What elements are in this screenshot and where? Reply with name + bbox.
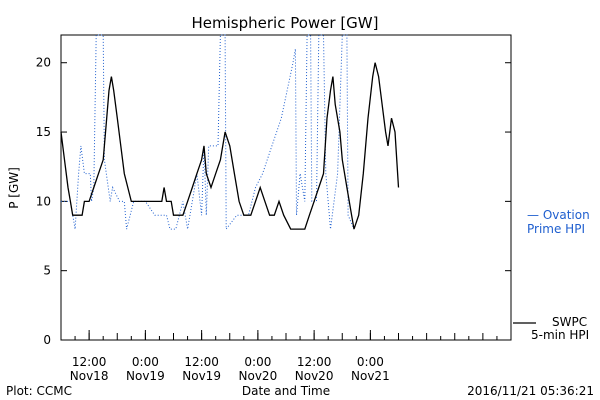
y-tick-label: 15 — [36, 125, 51, 139]
x-tick-label-date: Nov21 — [351, 369, 390, 383]
x-tick-label-date: Nov19 — [126, 369, 165, 383]
series-line-ovation-prime — [61, 34, 355, 231]
x-tick-label-time: 12:00 — [72, 355, 107, 369]
x-tick-label-date: Nov20 — [295, 369, 334, 383]
plot-frame — [60, 34, 512, 341]
legend-ovation-line1: — Ovation — [527, 208, 590, 222]
y-tick-label: 5 — [43, 264, 51, 278]
x-tick-label-date: Nov18 — [70, 369, 109, 383]
legend: — Ovation Prime HPI SWPC 5-min HPI — [513, 208, 590, 342]
legend-swpc-line1: SWPC — [552, 315, 587, 329]
legend-ovation-line2: Prime HPI — [527, 222, 585, 236]
y-tick-label: 20 — [36, 56, 51, 70]
x-tick-label-date: Nov19 — [182, 369, 221, 383]
x-tick-label-time: 12:00 — [297, 355, 332, 369]
x-tick-label-date: Nov20 — [239, 369, 278, 383]
footer-plot-credit: Plot: CCMC — [6, 384, 72, 398]
x-tick-label-time: 0:00 — [244, 355, 271, 369]
x-axis-label: Date and Time — [242, 384, 330, 398]
x-axis: 12:00Nov180:00Nov1912:00Nov190:00Nov2012… — [60, 330, 512, 383]
y-tick-label: 10 — [36, 194, 51, 208]
y-axis: 0 5 10 15 20 — [36, 56, 511, 347]
series-line-swpc — [60, 62, 400, 230]
chart-title: Hemispheric Power [GW] — [192, 14, 379, 32]
y-axis-label: P [GW] — [7, 167, 21, 209]
footer-timestamp: 2016/11/21 05:36:21 — [467, 384, 594, 398]
x-tick-label-time: 0:00 — [357, 355, 384, 369]
y-tick-label: 0 — [43, 333, 51, 347]
x-tick-label-time: 12:00 — [184, 355, 219, 369]
legend-swpc-line2: 5-min HPI — [531, 328, 589, 342]
x-tick-label-time: 0:00 — [132, 355, 159, 369]
